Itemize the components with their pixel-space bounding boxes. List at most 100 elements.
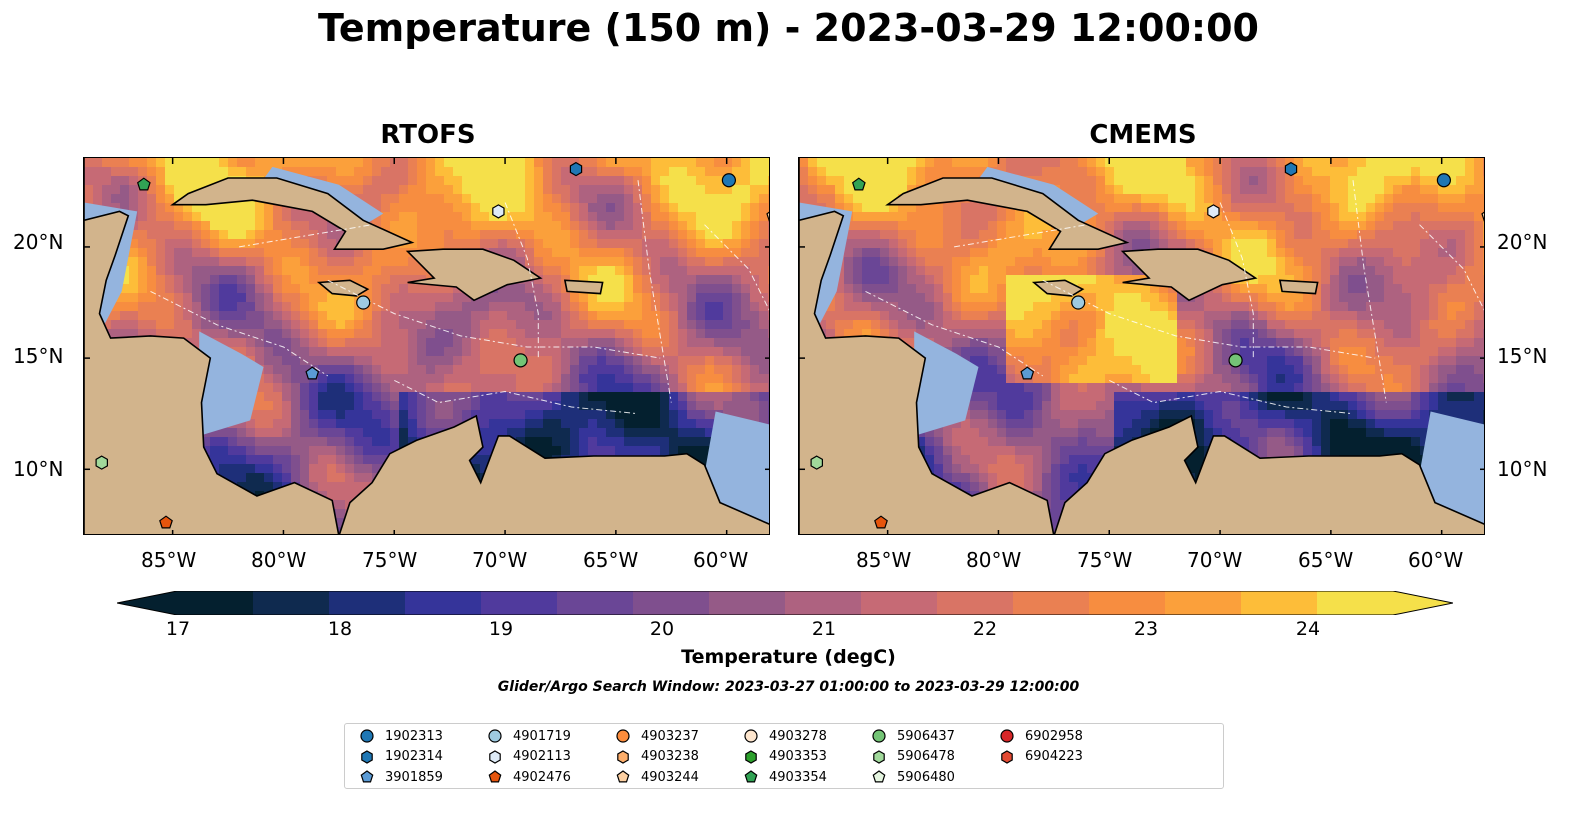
float-marker-4903354 (136, 177, 151, 191)
lon-tick-label: 60°W (1408, 548, 1464, 572)
legend-marker-circle (488, 729, 502, 743)
colorbar-tick-label: 18 (327, 618, 353, 640)
legend-marker-hexagon (745, 749, 757, 764)
float-marker-5906478 (810, 455, 823, 470)
panel-title-rtofs: RTOFS (380, 120, 476, 150)
legend-item-4903353: 4903353 (743, 747, 827, 767)
legend-label: 4903278 (769, 728, 827, 744)
legend-marker-circle (872, 729, 886, 743)
legend-marker-hexagon (489, 749, 501, 764)
float-marker-4902113 (492, 204, 505, 219)
lat-tick-label: 20°N (13, 230, 64, 254)
legend-item-5906437: 5906437 (871, 726, 955, 746)
colorbar-max-extension (1393, 591, 1453, 615)
legend-marker-circle (744, 729, 758, 743)
legend-label: 4902113 (513, 749, 571, 764)
land-mass (563, 279, 604, 295)
colorbar-tick-label: 17 (165, 618, 191, 640)
float-marker-1902314 (1284, 161, 1298, 177)
legend-label: 6902958 (1025, 728, 1083, 744)
colorbar-segment (1089, 591, 1166, 615)
colorbar-tick-label: 19 (488, 618, 514, 640)
land-mass (84, 158, 340, 534)
lon-tick-label: 60°W (693, 548, 749, 572)
legend-item-4903278: 4903278 (743, 726, 827, 746)
colorbar-segment (253, 591, 330, 615)
colorbar-segment (1317, 591, 1394, 615)
float-marker-1902314 (569, 161, 583, 177)
lon-tick-label: 80°W (966, 548, 1022, 572)
legend-item-6902958: 6902958 (999, 726, 1083, 746)
legend-label: 4903244 (641, 769, 699, 785)
colorbar-segment (1013, 591, 1090, 615)
colorbar-segment (785, 591, 862, 615)
panel-title-cmems: CMEMS (1089, 120, 1197, 150)
map-panel-rtofs (83, 157, 770, 535)
float-marker-3901859 (1020, 366, 1035, 380)
legend-marker-circle (616, 729, 630, 743)
legend-label: 4902476 (513, 769, 571, 785)
legend-label: 4903353 (769, 749, 827, 764)
legend-marker-hexagon (361, 749, 373, 764)
lon-tick-label: 70°W (472, 548, 528, 572)
colorbar-segment (861, 591, 938, 615)
land-mass (338, 414, 769, 534)
lon-tick-label: 70°W (1187, 548, 1243, 572)
legend-marker-circle (360, 729, 374, 743)
legend-label: 4901719 (513, 728, 571, 744)
legend-marker-pentagon (488, 770, 502, 783)
land-mass (170, 177, 415, 250)
legend-marker-hexagon (1001, 749, 1013, 764)
land-mass (885, 177, 1130, 250)
colorbar-segment (937, 591, 1014, 615)
legend-label: 3901859 (385, 769, 443, 785)
figure-title: Temperature (150 m) - 2023-03-29 12:00:0… (317, 6, 1259, 50)
map-panel-cmems (798, 157, 1485, 535)
lon-tick-label: 75°W (362, 548, 418, 572)
float-marker-5906478 (95, 455, 108, 470)
search-window-note: Glider/Argo Search Window: 2023-03-27 01… (497, 679, 1080, 695)
legend-item-1902313: 1902313 (359, 726, 443, 746)
legend-label: 1902314 (385, 749, 443, 764)
colorbar-segment (557, 591, 634, 615)
legend-item-6904223: 6904223 (999, 747, 1083, 767)
legend-item-4903244: 4903244 (615, 767, 699, 787)
lon-tick-label: 75°W (1077, 548, 1133, 572)
eez-boundaries (150, 180, 769, 415)
colorbar-segment (405, 591, 482, 615)
colorbar-min-extension (117, 591, 177, 615)
legend-label: 4903354 (769, 769, 827, 785)
float-marker-4903244 (766, 211, 769, 222)
colorbar-segment (709, 591, 786, 615)
lon-tick-label: 65°W (1298, 548, 1354, 572)
float-marker-5906437 (1228, 353, 1243, 368)
float-marker-4902476 (874, 515, 888, 529)
legend-item-4902113: 4902113 (487, 747, 571, 767)
legend-marker-circle (1000, 729, 1014, 743)
legend-item-4902476: 4902476 (487, 767, 571, 787)
lat-tick-label: 15°N (1497, 344, 1548, 368)
lat-tick-label: 10°N (13, 457, 64, 481)
legend-item-5906478: 5906478 (871, 747, 955, 767)
land-mass (799, 158, 1055, 534)
lon-tick-label: 80°W (251, 548, 307, 572)
legend-item-4903237: 4903237 (615, 726, 699, 746)
float-marker-4903354 (851, 177, 866, 191)
lat-tick-label: 10°N (1497, 457, 1548, 481)
shelf-region (914, 331, 979, 436)
colorbar-label: Temperature (degC) (681, 646, 896, 668)
eez-boundaries (865, 180, 1484, 415)
colorbar-segment (329, 591, 406, 615)
lon-tick-label: 85°W (141, 548, 197, 572)
axis-ticks (799, 158, 1484, 534)
legend-marker-pentagon (872, 770, 886, 783)
colorbar-tick-label: 21 (811, 618, 837, 640)
land-mass (405, 248, 543, 302)
legend-marker-hexagon (873, 749, 885, 764)
land-mass (1053, 414, 1484, 534)
legend: 1902313 1902314 3901859 4901719 4902113 49024… (344, 723, 1224, 789)
legend-marker-pentagon (360, 770, 374, 783)
legend-item-4903238: 4903238 (615, 747, 699, 767)
legend-item-1902314: 1902314 (359, 747, 443, 767)
legend-label: 4903237 (641, 728, 699, 744)
